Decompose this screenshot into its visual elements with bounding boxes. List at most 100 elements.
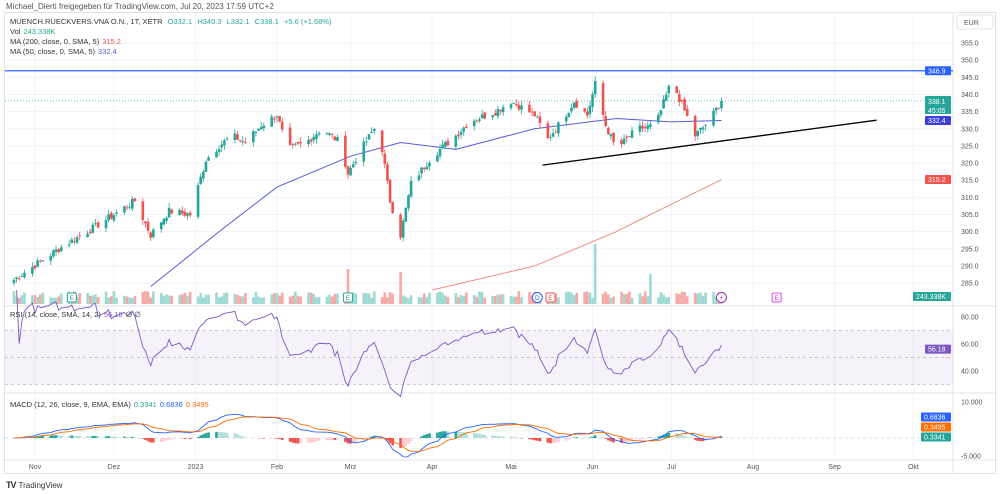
- volume-bar: [570, 292, 573, 304]
- ma200-legend[interactable]: MA (200, close, 0, SMA, 5) 315.2: [10, 37, 124, 46]
- candle-body: [36, 260, 39, 267]
- candle-body: [186, 213, 189, 216]
- candle-body: [607, 127, 610, 135]
- candle: [123, 205, 126, 216]
- resistance-tag-bg: [925, 66, 951, 76]
- currency-label: EUR: [964, 20, 979, 27]
- candle-body: [128, 206, 131, 208]
- macd-hist-bar: [104, 436, 108, 438]
- event-letter: E: [548, 295, 553, 302]
- event-marker-earnings[interactable]: E: [66, 292, 77, 303]
- candle: [170, 208, 174, 215]
- volume-bar: [593, 244, 597, 304]
- candle: [572, 101, 576, 110]
- macd-hist-bar: [351, 438, 355, 444]
- candle-body: [67, 244, 71, 246]
- macd-hist-bar: [107, 436, 110, 438]
- macd-hist-bar: [630, 438, 634, 441]
- candle: [133, 197, 137, 202]
- volume-bar: [38, 294, 42, 304]
- volume-bar: [225, 292, 229, 304]
- event-marker-earnings[interactable]: E: [545, 292, 556, 303]
- volume-bar: [307, 292, 310, 304]
- volume-bar: [399, 272, 402, 304]
- macd-hist-bar: [178, 438, 181, 439]
- volume-bar: [496, 294, 500, 304]
- candle-body: [217, 149, 221, 153]
- macd-legend[interactable]: MACD (12, 26, close, 9, EMA, EMA) 0.3341 0…: [10, 400, 212, 409]
- ma200-value: 315.2: [102, 37, 121, 46]
- macd-hist-bar: [196, 437, 200, 438]
- candle-body: [388, 179, 392, 203]
- time-axis-label: Sep: [828, 464, 841, 471]
- volume-bar: [238, 296, 242, 304]
- candle: [622, 134, 626, 146]
- macd-hist-bar: [36, 436, 39, 438]
- macd-hist-bar: [583, 437, 586, 438]
- candle-body: [407, 195, 410, 209]
- candle-body: [165, 217, 168, 221]
- event-marker-earnings[interactable]: E: [342, 292, 353, 303]
- event-marker-dividend[interactable]: D: [531, 292, 543, 303]
- currency-box: [956, 14, 994, 30]
- candle-body: [70, 239, 74, 244]
- resistance-tag: 346.9: [925, 66, 951, 76]
- macd-hist-bar: [564, 438, 568, 441]
- rsi-legend[interactable]: RSI (14, close, SMA, 14, 2) 56.18 ∅ ∅: [10, 310, 144, 319]
- candle-body: [367, 134, 371, 140]
- volume-bar: [407, 297, 410, 304]
- candle-body: [372, 128, 376, 132]
- candle-body: [273, 118, 276, 120]
- macd-hist-bar: [233, 433, 237, 438]
- candle: [238, 139, 242, 143]
- volume-bar: [625, 293, 629, 304]
- candle-body: [554, 131, 558, 133]
- price-axis-label: 330.0: [961, 126, 979, 133]
- candle: [94, 219, 97, 227]
- ma50-legend[interactable]: MA (50, close, 0, SMA, 5) 332.4: [10, 47, 120, 56]
- volume-legend[interactable]: Vol 243.338K: [10, 27, 59, 36]
- candle-body: [454, 135, 458, 147]
- macd-hist-bar: [483, 434, 487, 438]
- event-marker-earnings[interactable]: E: [771, 292, 782, 303]
- macd-axis-label: 10.000: [961, 400, 983, 407]
- volume-bar: [638, 293, 642, 304]
- macd-hist-bar: [38, 435, 42, 438]
- volume-label: Vol: [10, 27, 21, 36]
- candle: [328, 132, 331, 137]
- ohlc-close: C338.1: [254, 17, 279, 26]
- volume-bar: [162, 295, 166, 304]
- candle-body: [428, 162, 431, 167]
- volume-bar: [712, 292, 715, 304]
- macd-hist-bar: [417, 438, 421, 439]
- candle: [257, 128, 260, 131]
- macd-hist-bar: [165, 438, 168, 441]
- macd-hist-bar: [422, 435, 426, 438]
- volume-bar: [459, 295, 463, 304]
- candle: [667, 84, 671, 99]
- candle: [204, 160, 208, 172]
- volume-tag-text: 243.338K: [916, 294, 946, 301]
- tradingview-branding[interactable]: TV TradingView: [6, 480, 63, 490]
- macd-hist-bar: [441, 431, 444, 438]
- candle-body: [20, 276, 24, 278]
- volume-bar: [575, 292, 579, 304]
- candle-body: [517, 105, 521, 110]
- candle-body: [17, 278, 21, 280]
- symbol-name[interactable]: MUENCH.RUECKVERS.VNA O.N., 1T, XETR: [10, 17, 163, 26]
- candle-body: [88, 231, 92, 233]
- event-marker-split[interactable]: ⚡: [715, 292, 727, 303]
- macd-hist-bar: [170, 438, 174, 440]
- candle: [17, 275, 21, 281]
- candle: [351, 160, 355, 169]
- macd-hist-bar: [593, 435, 597, 438]
- candle-body: [149, 232, 153, 238]
- ma50-tag-bg: [925, 116, 951, 126]
- volume-bar: [131, 297, 134, 304]
- candle-body: [493, 113, 497, 116]
- candle-body: [31, 266, 34, 274]
- macd-line-tag-bg: [921, 412, 951, 422]
- macd-hist-bar: [280, 438, 284, 441]
- volume-bar: [36, 296, 39, 304]
